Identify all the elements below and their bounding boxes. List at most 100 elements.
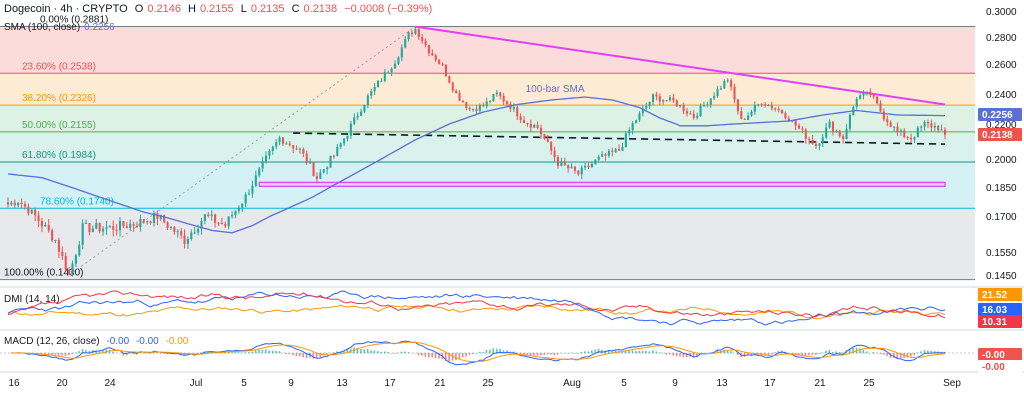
- macd-hist-bar: [716, 350, 719, 354]
- macd-hist-bar: [682, 353, 685, 358]
- macd-hist-bar: [502, 350, 505, 354]
- fib-label-6: 100.00% (0.1430): [4, 268, 84, 279]
- candle-body: [641, 108, 644, 114]
- sma-badge: 0.2256: [982, 110, 1013, 121]
- candle-body: [356, 115, 359, 118]
- candle-body: [845, 128, 848, 140]
- macd-hist-bar: [614, 350, 617, 354]
- candle-body: [777, 109, 780, 111]
- dmi-plus-badge-bg: [978, 303, 1022, 316]
- time-tick-label: 20: [56, 378, 68, 389]
- candle-body: [115, 229, 118, 231]
- candle-body: [34, 209, 37, 216]
- candle-body: [818, 143, 821, 146]
- macd-hist-bar: [258, 349, 260, 354]
- macd-hist-bar: [767, 353, 770, 356]
- candle-body: [889, 122, 892, 127]
- price-axis[interactable]: 0.3000 0.2800 0.2600 0.2400 0.2200 0.2000 0.18…: [975, 0, 1024, 403]
- candle-body: [743, 118, 746, 120]
- macd-hist-bar: [275, 350, 277, 354]
- macd-hist-bar: [910, 353, 912, 357]
- candle-body: [556, 157, 560, 166]
- candle-body: [560, 161, 563, 166]
- candle-body: [502, 96, 505, 102]
- macd-hist-bar: [383, 351, 386, 354]
- candle-body: [393, 63, 397, 69]
- candle-body: [397, 57, 400, 64]
- macd-hist-bar: [309, 353, 311, 358]
- candle-body: [329, 155, 332, 168]
- macd-hist-bar: [390, 353, 393, 354]
- candle-body: [285, 143, 288, 145]
- candle-body: [387, 72, 390, 74]
- symbol-title[interactable]: Dogecoin · 4h · CRYPTO: [4, 3, 128, 15]
- fib-label-4: 61.80% (0.1984): [22, 150, 96, 161]
- macd-hist-bar: [152, 352, 155, 354]
- macd-hist-bar: [567, 353, 569, 354]
- time-axis[interactable]: 16 20 24 Jul 5 9 13 17 21 25 Aug 5 9 13 17 21 25 Sep: [0, 286, 1024, 389]
- macd-hist-bar: [61, 353, 63, 356]
- macd-hist-bar: [648, 351, 651, 354]
- macd-hist-bar: [288, 353, 291, 355]
- macd-hist-bar: [811, 353, 814, 355]
- candle-body: [455, 90, 458, 94]
- dmi-legend[interactable]: DMI (14, 14): [4, 294, 64, 305]
- candle-body: [169, 226, 173, 228]
- candle-body: [937, 125, 940, 131]
- candle-body: [424, 41, 427, 46]
- macd-hist-bar: [730, 351, 732, 354]
- candle-body: [662, 100, 665, 102]
- candle-body: [271, 146, 274, 151]
- macd-legend[interactable]: MACD (12, 26, close) -0.00 -0.00 -0.00: [4, 336, 192, 347]
- macd-hist-bar: [821, 352, 824, 354]
- macd-hist-bar: [543, 353, 545, 355]
- candle-body: [210, 214, 213, 217]
- candle-body: [159, 215, 162, 219]
- candle-body: [268, 150, 271, 156]
- macd-hist-bar: [635, 351, 637, 354]
- macd-hist-bar: [747, 353, 749, 356]
- candle-body: [485, 101, 488, 107]
- macd-hist-bar: [397, 352, 400, 354]
- macd-hist-bar: [529, 353, 532, 356]
- macd-hist-bar: [770, 353, 773, 355]
- macd-signal-line: [11, 341, 946, 363]
- candle-body: [570, 166, 573, 169]
- sma-legend[interactable]: SMA (100, close) 0.2256: [4, 22, 119, 33]
- macd-hist-bar: [828, 349, 831, 354]
- close-badge: 0.2138: [982, 130, 1013, 141]
- candle-body: [95, 223, 98, 229]
- candle-body: [438, 60, 441, 64]
- candle-body: [251, 185, 254, 194]
- candle-body: [431, 53, 434, 56]
- candle-body: [380, 80, 383, 82]
- candle-body: [91, 228, 94, 233]
- macd-hist-bar: [621, 351, 624, 354]
- candle-body: [808, 138, 811, 140]
- macd-hist-bar: [47, 353, 50, 355]
- candle-body: [597, 156, 600, 160]
- price-tick-label: 0.1550: [986, 248, 1017, 259]
- candle-body: [828, 121, 831, 128]
- candle-body: [98, 223, 101, 232]
- macd-hist-bar: [631, 350, 634, 354]
- candle-body: [54, 240, 57, 242]
- candle-body: [190, 232, 193, 239]
- macd-hist-bar: [611, 350, 613, 354]
- candle-body: [298, 148, 302, 150]
- macd-value-2: -0.00: [135, 336, 159, 347]
- macd-hist-bar: [363, 349, 366, 354]
- macd-hist-bar: [237, 352, 240, 354]
- sma-legend-value: 0.2256: [84, 22, 115, 33]
- time-tick-label: 13: [716, 378, 728, 389]
- candle-body: [275, 142, 278, 147]
- macd-hist-bar: [278, 351, 281, 354]
- candle-body: [930, 123, 933, 128]
- macd-hist-bar: [366, 348, 369, 354]
- sma-line-group: 100-bar SMA: [7, 84, 945, 234]
- macd-hist-bar: [495, 348, 498, 354]
- macd-hist-bar: [448, 353, 450, 362]
- macd-hist-bar: [98, 350, 101, 354]
